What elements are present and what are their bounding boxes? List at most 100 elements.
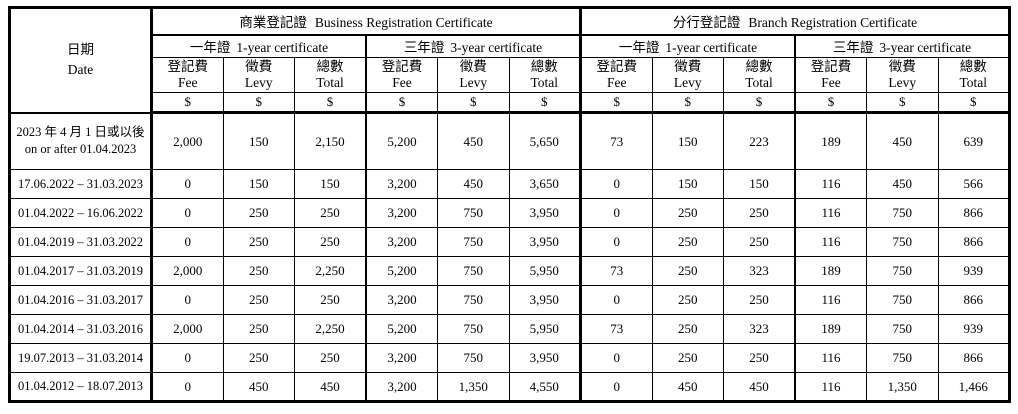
page: 日期 Date 商業登記證 Business Registration Certi… — [8, 6, 1011, 403]
fee-value-cell: 3,200 — [365, 285, 438, 315]
header-row-columns: 登記費 Fee 徵費 Levy 總數 Total 登記費 Fee 徵費 Levy 總數 To… — [10, 57, 1010, 93]
fee-schedule-table: 日期 Date 商業登記證 Business Registration Certi… — [8, 6, 1011, 403]
fee-value-cell: 5,200 — [365, 314, 438, 344]
fee-value-cell: 450 — [437, 169, 510, 199]
levy-column-header: 徵費 Levy — [222, 57, 295, 93]
fee-value-cell: 450 — [866, 112, 939, 170]
branch-registration-header: 分行登記證 Branch Registration Certificate — [580, 7, 1010, 36]
fee-value-cell: 3,950 — [508, 227, 582, 257]
fee-value-cell: 150 — [222, 169, 295, 199]
fee-value-cell: 5,650 — [508, 112, 582, 170]
fee-value-cell: 116 — [794, 227, 867, 257]
fee-value-cell: 0 — [151, 343, 224, 373]
cert-group-zh: 一年證 — [189, 40, 231, 56]
fee-value-cell: 116 — [794, 343, 867, 373]
fee-value-cell: 750 — [866, 285, 939, 315]
cert-group-zh: 三年證 — [403, 40, 445, 56]
date-range-cell: 01.04.2014 – 31.03.2016 — [9, 314, 153, 344]
fee-value-cell: 250 — [222, 198, 295, 228]
business-1year-header: 一年證 1-year certificate — [151, 34, 367, 58]
fee-value-cell: 73 — [580, 314, 653, 344]
fee-value-cell: 250 — [651, 256, 724, 286]
fee-value-cell: 189 — [794, 256, 867, 286]
fee-value-cell: 750 — [437, 198, 510, 228]
fee-value-cell: 189 — [794, 112, 867, 170]
fee-value-cell: 939 — [937, 256, 1010, 286]
date-range-en: on or after 01.04.2023 — [24, 142, 137, 157]
fee-value-cell: 323 — [723, 314, 796, 344]
fee-value-cell: 450 — [222, 372, 295, 402]
fee-value-cell: 866 — [937, 227, 1010, 257]
fee-value-cell: 1,466 — [937, 372, 1010, 402]
table-row: 01.04.2016 – 31.03.2017 0 250 250 3,200 … — [9, 285, 1010, 315]
date-range-cell: 01.04.2019 – 31.03.2022 — [9, 227, 153, 257]
fee-value-cell: 750 — [437, 314, 510, 344]
table-row: 19.07.2013 – 31.03.2014 0 250 250 3,200 … — [9, 343, 1010, 373]
fee-value-cell: 750 — [866, 343, 939, 373]
table-row: 01.04.2017 – 31.03.2019 2,000 250 2,250 … — [9, 256, 1010, 286]
fee-value-cell: 150 — [294, 169, 367, 199]
fee-value-cell: 866 — [937, 198, 1010, 228]
fee-value-cell: 116 — [794, 285, 867, 315]
fee-value-cell: 250 — [651, 227, 724, 257]
fee-value-cell: 3,200 — [365, 227, 438, 257]
currency-cell: $ — [294, 92, 367, 114]
fee-value-cell: 250 — [651, 343, 724, 373]
fee-value-cell: 189 — [794, 314, 867, 344]
cert-group-zh: 一年證 — [618, 40, 660, 56]
fee-value-cell: 150 — [651, 169, 724, 199]
fee-value-cell: 639 — [937, 112, 1010, 170]
fee-value-cell: 116 — [794, 169, 867, 199]
fee-value-cell: 750 — [437, 285, 510, 315]
fee-value-cell: 73 — [580, 256, 653, 286]
date-header-en: Date — [67, 62, 94, 78]
total-column-header: 總數 Total — [723, 57, 796, 93]
fee-value-cell: 3,950 — [508, 198, 582, 228]
currency-cell: $ — [866, 92, 939, 114]
fee-column-header: 登記費 Fee — [794, 57, 867, 93]
date-range-cell: 2023 年 4 月 1 日或以後 on or after 01.04.2023 — [9, 112, 153, 170]
table-row: 01.04.2022 – 16.06.2022 0 250 250 3,200 … — [9, 198, 1010, 228]
fee-value-cell: 250 — [651, 314, 724, 344]
fee-value-cell: 750 — [866, 227, 939, 257]
cert-group-zh: 三年證 — [832, 40, 874, 56]
fee-value-cell: 3,200 — [365, 372, 438, 402]
fee-value-cell: 939 — [937, 314, 1010, 344]
fee-value-cell: 0 — [151, 198, 224, 228]
fee-value-cell: 3,950 — [508, 285, 582, 315]
fee-value-cell: 3,200 — [365, 343, 438, 373]
fee-value-cell: 0 — [580, 227, 653, 257]
fee-value-cell: 0 — [580, 285, 653, 315]
fee-value-cell: 2,150 — [294, 112, 367, 170]
fee-value-cell: 2,250 — [294, 314, 367, 344]
table-row: 01.04.2019 – 31.03.2022 0 250 250 3,200 … — [9, 227, 1010, 257]
fee-column-header: 登記費 Fee — [365, 57, 438, 93]
branch-1year-header: 一年證 1-year certificate — [580, 34, 796, 58]
table-row: 01.04.2012 – 18.07.2013 0 450 450 3,200 … — [9, 372, 1010, 402]
business-3year-header: 三年證 3-year certificate — [365, 34, 582, 58]
business-registration-zh: 商業登記證 — [239, 15, 307, 31]
table-row: 01.04.2014 – 31.03.2016 2,000 250 2,250 … — [9, 314, 1010, 344]
fee-value-cell: 250 — [294, 343, 367, 373]
fee-value-cell: 5,950 — [508, 314, 582, 344]
date-range-cell: 01.04.2016 – 31.03.2017 — [9, 285, 153, 315]
currency-cell: $ — [222, 92, 295, 114]
fee-value-cell: 250 — [723, 285, 796, 315]
currency-cell: $ — [151, 92, 224, 114]
currency-cell: $ — [651, 92, 724, 114]
fee-value-cell: 4,550 — [508, 372, 582, 402]
fee-value-cell: 250 — [222, 256, 295, 286]
fee-value-cell: 150 — [723, 169, 796, 199]
levy-column-header: 徵費 Levy — [866, 57, 939, 93]
fee-value-cell: 3,200 — [365, 198, 438, 228]
cert-group-en: 3-year certificate — [450, 40, 543, 56]
fee-value-cell: 250 — [222, 343, 295, 373]
fee-value-cell: 2,000 — [151, 256, 224, 286]
fee-value-cell: 0 — [580, 343, 653, 373]
fee-value-cell: 5,950 — [508, 256, 582, 286]
fee-value-cell: 2,000 — [151, 112, 224, 170]
fee-value-cell: 250 — [651, 285, 724, 315]
fee-value-cell: 323 — [723, 256, 796, 286]
business-registration-header: 商業登記證 Business Registration Certificate — [151, 7, 582, 36]
fee-value-cell: 0 — [151, 169, 224, 199]
